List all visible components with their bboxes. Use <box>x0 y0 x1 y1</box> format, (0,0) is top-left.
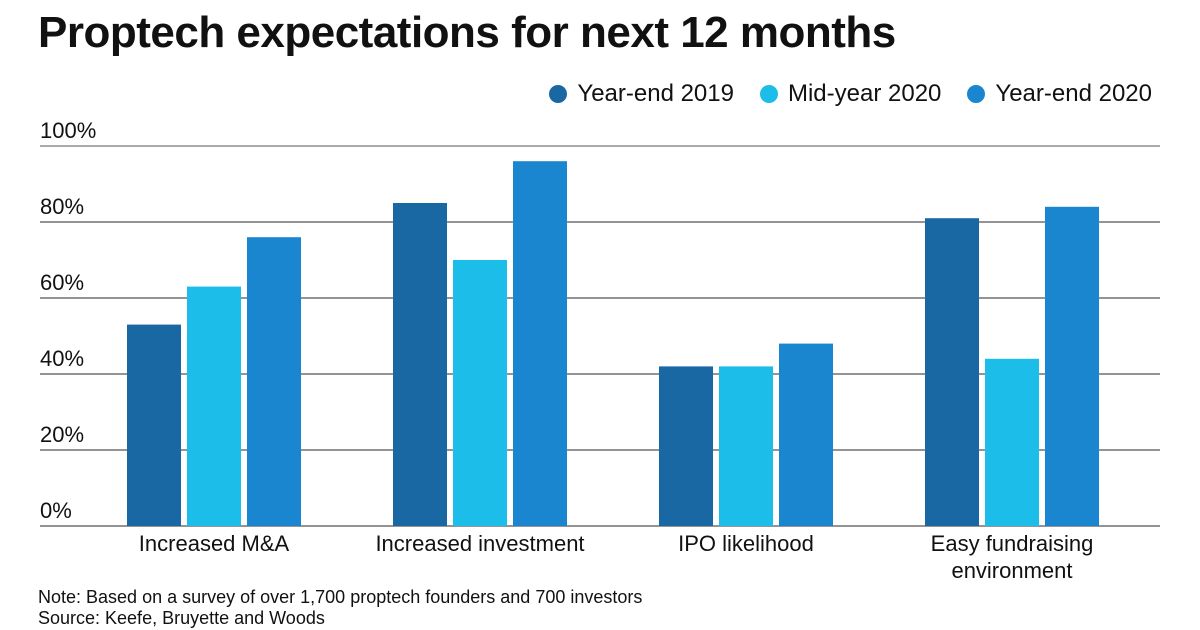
bar <box>453 260 507 526</box>
y-tick-label: 40% <box>40 346 84 371</box>
x-tick-label: Increased investment <box>375 531 584 556</box>
bar <box>1045 206 1099 527</box>
bar <box>659 366 713 526</box>
bar <box>779 343 833 526</box>
y-tick-label: 80% <box>40 194 84 219</box>
source-text: Source: Keefe, Bruyette and Woods <box>38 608 325 628</box>
x-tick-label: Easy fundraising <box>931 531 1094 556</box>
bar <box>393 203 447 526</box>
legend-label: Year-end 2020 <box>995 80 1152 107</box>
x-tick-label: environment <box>951 558 1072 583</box>
y-tick-label: 20% <box>40 422 84 447</box>
x-tick-label: IPO likelihood <box>678 531 814 556</box>
chart-title: Proptech expectations for next 12 months <box>38 8 896 57</box>
legend-label: Year-end 2019 <box>577 80 734 107</box>
x-tick-label: Increased M&A <box>139 531 290 556</box>
legend-item: Year-end 2019 <box>549 80 734 108</box>
bar <box>247 237 301 526</box>
y-tick-label: 100% <box>40 118 96 143</box>
note-text: Note: Based on a survey of over 1,700 pr… <box>38 587 643 607</box>
bar <box>187 286 241 526</box>
bar <box>513 161 567 526</box>
y-tick-label: 0% <box>40 498 72 523</box>
legend-swatch <box>549 85 568 103</box>
bar <box>985 358 1039 526</box>
bar <box>719 366 773 526</box>
bar <box>127 324 181 526</box>
legend: Year-end 2019 Mid-year 2020 Year-end 2020 <box>549 80 1152 108</box>
legend-swatch <box>967 85 986 103</box>
footnote: Note: Based on a survey of over 1,700 pr… <box>38 587 642 629</box>
y-tick-label: 60% <box>40 270 84 295</box>
bar <box>925 218 979 526</box>
legend-swatch <box>759 85 778 103</box>
legend-item: Mid-year 2020 <box>759 80 942 108</box>
legend-label: Mid-year 2020 <box>787 80 942 107</box>
legend-item: Year-end 2020 <box>967 80 1152 108</box>
